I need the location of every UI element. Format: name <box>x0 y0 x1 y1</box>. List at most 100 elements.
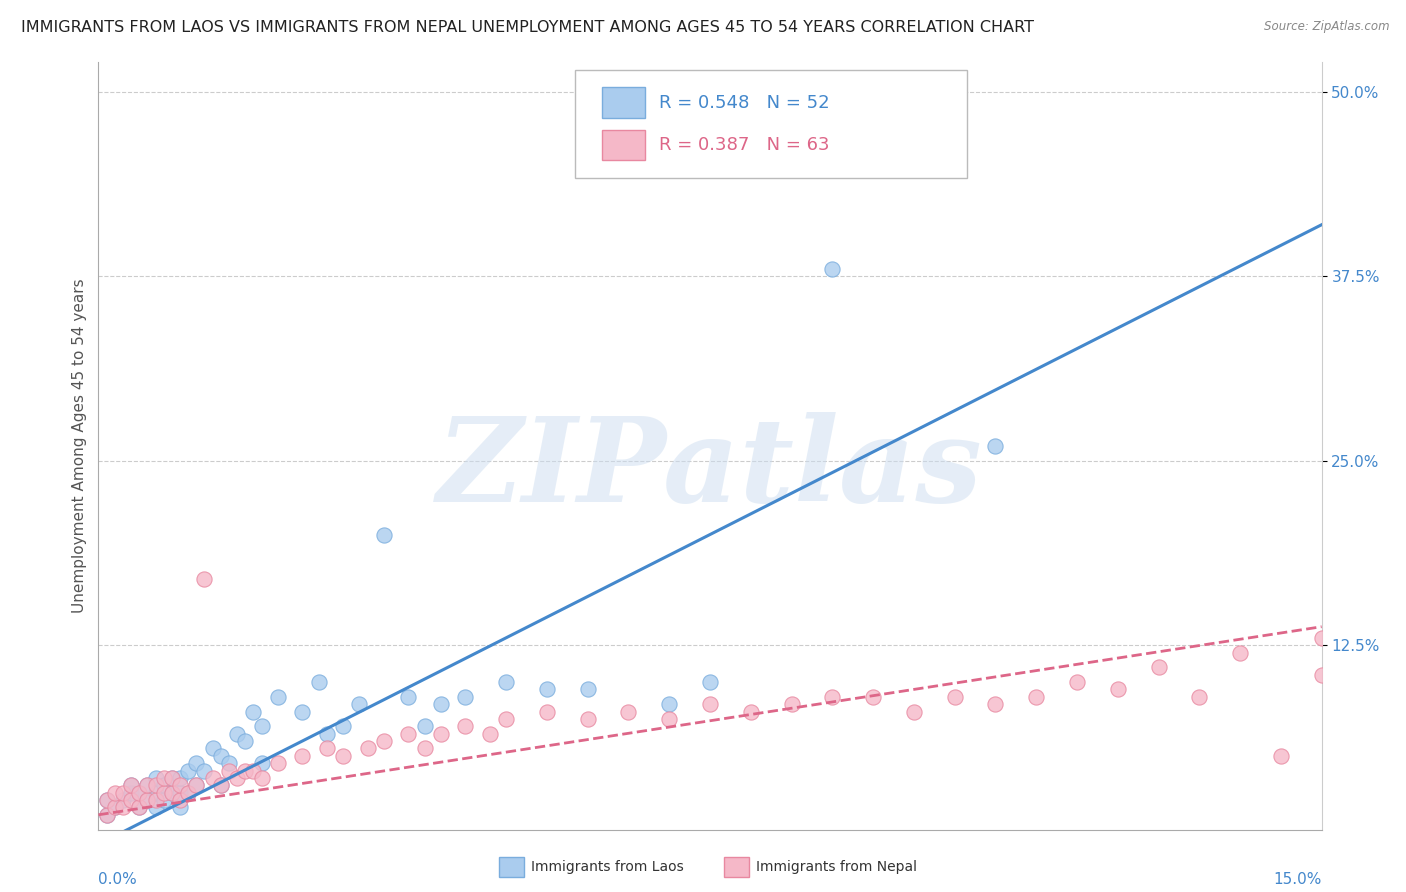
Point <box>699 675 721 690</box>
Point <box>1025 690 1047 704</box>
Point <box>111 800 134 814</box>
Point <box>658 712 681 726</box>
Point <box>177 786 200 800</box>
Point <box>430 726 453 740</box>
Point <box>96 793 118 807</box>
Point <box>104 800 127 814</box>
Point <box>96 807 118 822</box>
Point <box>96 793 118 807</box>
Point <box>250 756 273 771</box>
Point <box>209 778 232 792</box>
Point <box>120 793 142 807</box>
Point <box>152 793 174 807</box>
Point <box>413 719 436 733</box>
Point <box>250 771 273 785</box>
FancyBboxPatch shape <box>575 70 967 178</box>
Point <box>495 712 517 726</box>
Point <box>1147 660 1170 674</box>
Point <box>699 697 721 711</box>
Point <box>209 748 232 763</box>
Point <box>308 675 330 690</box>
Point <box>1270 748 1292 763</box>
Point <box>454 690 477 704</box>
Point <box>169 793 191 807</box>
Point <box>186 778 208 792</box>
Point <box>218 764 240 778</box>
Text: Immigrants from Nepal: Immigrants from Nepal <box>756 860 918 874</box>
Point <box>111 793 134 807</box>
Point <box>136 778 159 792</box>
Point <box>396 690 419 704</box>
Text: 15.0%: 15.0% <box>1274 871 1322 887</box>
Text: Source: ZipAtlas.com: Source: ZipAtlas.com <box>1264 20 1389 33</box>
Point <box>145 793 167 807</box>
Point <box>160 786 183 800</box>
Point <box>1066 675 1088 690</box>
Point <box>96 807 118 822</box>
Text: R = 0.387   N = 63: R = 0.387 N = 63 <box>658 136 830 154</box>
Point <box>152 771 174 785</box>
Point <box>576 682 599 697</box>
Point <box>128 800 150 814</box>
Point <box>242 705 264 719</box>
Point <box>169 786 191 800</box>
Point <box>128 800 150 814</box>
Point <box>373 734 395 748</box>
Point <box>658 697 681 711</box>
Point <box>349 697 371 711</box>
Point <box>984 697 1007 711</box>
Point <box>332 748 354 763</box>
Point <box>1310 631 1333 645</box>
Point <box>145 800 167 814</box>
Point <box>315 726 337 740</box>
Text: Immigrants from Laos: Immigrants from Laos <box>531 860 685 874</box>
Point <box>740 705 762 719</box>
Point <box>186 756 208 771</box>
Point <box>160 771 183 785</box>
Point <box>1188 690 1211 704</box>
Point <box>943 690 966 704</box>
Point <box>242 764 264 778</box>
Point <box>291 748 314 763</box>
Point <box>193 572 215 586</box>
Point <box>454 719 477 733</box>
Point <box>169 778 191 792</box>
Point <box>177 786 200 800</box>
Point <box>136 793 159 807</box>
Point <box>193 764 215 778</box>
Point <box>104 800 127 814</box>
Point <box>160 771 183 785</box>
Point <box>145 771 167 785</box>
Point <box>152 786 174 800</box>
Point <box>396 726 419 740</box>
Point <box>160 786 183 800</box>
Point <box>201 741 224 756</box>
Point <box>104 786 127 800</box>
Point <box>413 741 436 756</box>
Point <box>495 675 517 690</box>
Point <box>169 800 191 814</box>
Point <box>233 734 256 748</box>
Point <box>177 764 200 778</box>
Point <box>536 682 558 697</box>
Point <box>169 771 191 785</box>
Point <box>111 786 134 800</box>
Point <box>267 756 290 771</box>
Point <box>291 705 314 719</box>
Point <box>136 778 159 792</box>
Point <box>332 719 354 733</box>
Point <box>120 778 142 792</box>
Point <box>218 756 240 771</box>
Point <box>356 741 378 756</box>
Point <box>821 690 844 704</box>
Text: ZIPatlas: ZIPatlas <box>437 411 983 526</box>
Text: 0.0%: 0.0% <box>98 871 138 887</box>
Point <box>226 726 249 740</box>
Bar <box>602 87 645 118</box>
Point <box>145 778 167 792</box>
Point <box>617 705 640 719</box>
Y-axis label: Unemployment Among Ages 45 to 54 years: Unemployment Among Ages 45 to 54 years <box>72 278 87 614</box>
Point <box>233 764 256 778</box>
Point <box>250 719 273 733</box>
Point <box>780 697 803 711</box>
